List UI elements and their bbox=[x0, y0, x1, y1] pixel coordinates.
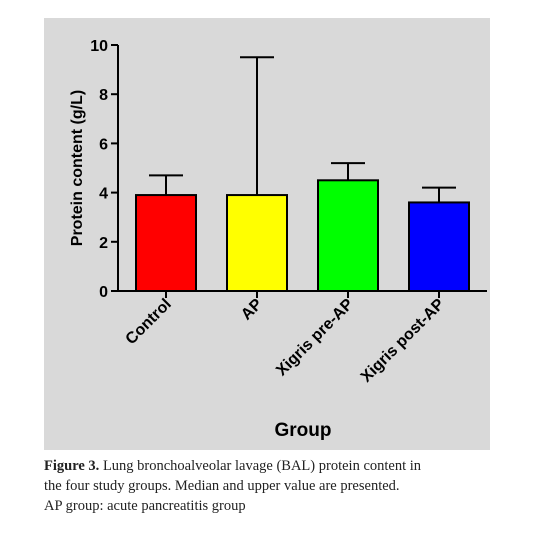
caption-line: Figure 3. Lung bronchoalveolar lavage (B… bbox=[44, 458, 421, 475]
y-tick-label: 2 bbox=[99, 235, 108, 252]
bar bbox=[135, 194, 197, 292]
caption-line: AP group: acute pancreatitis group bbox=[44, 498, 246, 514]
x-axis-label: Group bbox=[275, 420, 332, 441]
y-tick-label: 0 bbox=[99, 284, 108, 301]
chart: Group Protein content (g/L) 0246810Contr… bbox=[44, 18, 490, 450]
y-tick-label: 6 bbox=[99, 136, 108, 153]
caption-label: Figure 3. bbox=[44, 458, 100, 474]
bar bbox=[226, 194, 288, 292]
y-tick-label: 10 bbox=[90, 38, 108, 55]
y-tick-label: 4 bbox=[99, 186, 108, 203]
caption-text: Lung bronchoalveolar lavage (BAL) protei… bbox=[102, 458, 422, 474]
bar bbox=[408, 201, 470, 292]
y-tick-label: 8 bbox=[99, 87, 108, 104]
caption-line: the four study groups. Median and upper … bbox=[44, 478, 400, 494]
bar bbox=[317, 179, 379, 292]
y-axis-label: Protein content (g/L) bbox=[69, 90, 86, 246]
